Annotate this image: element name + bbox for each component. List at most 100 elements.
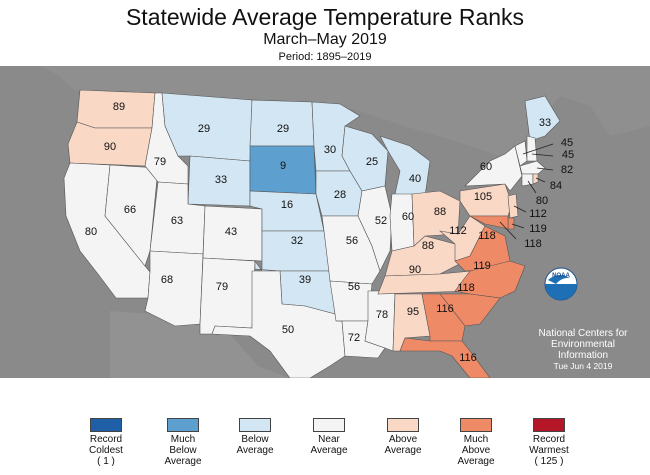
legend-label-below: Below Average — [236, 434, 274, 456]
rank-label-vt: 45 — [561, 137, 573, 149]
state-fl[interactable] — [399, 337, 491, 378]
rank-label-id: 79 — [154, 156, 166, 168]
rank-label-wa: 89 — [113, 101, 125, 113]
legend-label-record-warmest: Record Warmest( 125 ) — [529, 434, 569, 467]
rank-label-ne: 16 — [281, 199, 293, 211]
legend-swatch-above — [387, 418, 419, 432]
legend-much-below: Much Below Average — [143, 418, 223, 467]
state-nh[interactable] — [526, 135, 538, 162]
state-ms[interactable] — [364, 290, 396, 352]
rank-label-ny: 60 — [480, 161, 492, 173]
rank-label-oh: 88 — [434, 206, 446, 218]
rank-label-ms: 78 — [376, 309, 388, 321]
legend-label-record-coldest: Record Coldest( 1 ) — [89, 434, 123, 467]
rank-label-ga: 116 — [436, 303, 454, 315]
rank-label-ia: 28 — [334, 189, 346, 201]
noaa-logo-text: NOAA — [552, 273, 570, 279]
rank-label-mo: 56 — [346, 235, 358, 247]
state-me[interactable] — [524, 95, 561, 142]
rank-label-in: 60 — [402, 211, 414, 223]
legend-label-near: Near Average — [310, 434, 348, 456]
legend-swatch-much-above — [460, 418, 492, 432]
us-map-svg: 89 90 80 66 79 29 33 63 68 43 79 29 9 16… — [40, 66, 650, 378]
rank-label-tx: 50 — [282, 324, 294, 336]
rank-label-ks: 32 — [291, 235, 303, 247]
rank-label-wy: 33 — [215, 174, 227, 186]
state-il[interactable] — [357, 185, 393, 272]
rank-label-ct: 80 — [536, 195, 548, 207]
rank-label-ut: 63 — [171, 215, 183, 227]
rank-label-ky: 88 — [422, 240, 434, 252]
legend-record-warmest: Record Warmest( 125 ) — [509, 418, 589, 467]
rank-label-pa: 105 — [474, 191, 492, 203]
legend-label-much-above: Much Above Average — [457, 434, 495, 467]
rank-label-az: 68 — [161, 274, 173, 286]
state-ri[interactable] — [532, 173, 539, 185]
credit-line-3: Information — [557, 350, 609, 361]
rank-label-mn: 30 — [324, 144, 336, 156]
legend-swatch-record-coldest — [90, 418, 122, 432]
rank-label-ok: 39 — [299, 274, 311, 286]
rank-label-md: 118 — [524, 238, 542, 250]
rank-label-mi: 40 — [409, 173, 421, 185]
leader-vt — [522, 143, 554, 155]
map-period: Period: 1895–2019 — [278, 51, 372, 63]
rank-label-nm: 79 — [216, 281, 228, 293]
leader-de — [511, 223, 525, 229]
legend-label-above: Above Average — [384, 434, 422, 456]
rank-label-or: 90 — [104, 141, 116, 153]
rank-label-ma: 82 — [561, 164, 573, 176]
state-va[interactable] — [454, 225, 511, 272]
state-ct[interactable] — [521, 173, 534, 187]
state-mi[interactable] — [379, 135, 431, 197]
mexico-landmass — [110, 311, 290, 378]
leader-nh — [531, 153, 554, 157]
credit-line-2: Environmental — [551, 339, 615, 350]
rank-label-fl: 116 — [459, 352, 477, 364]
legend-much-above: Much Above Average — [436, 418, 516, 467]
leader-ma — [536, 167, 554, 171]
rank-label-va: 118 — [478, 230, 496, 242]
us-map: 89 90 80 66 79 29 33 63 68 43 79 29 9 16… — [0, 66, 650, 378]
rank-label-wi: 25 — [366, 156, 378, 168]
state-md[interactable] — [469, 215, 509, 230]
leader-ri — [535, 177, 546, 183]
rank-label-nd: 29 — [277, 123, 289, 135]
credit-date: Tue Jun 4 2019 — [553, 361, 613, 371]
rank-label-sd: 9 — [280, 160, 286, 172]
rank-label-il: 52 — [375, 215, 387, 227]
legend: Record Coldest( 1 ) Much Below Average Belo… — [0, 378, 650, 475]
rank-label-mt: 29 — [198, 123, 210, 135]
state-ma[interactable] — [519, 160, 546, 175]
leader-nj — [513, 205, 527, 213]
credit-line-1: National Centers for — [538, 328, 628, 339]
map-subtitle: March–May 2019 — [263, 31, 387, 48]
rank-label-nc: 119 — [473, 260, 491, 272]
legend-record-coldest: Record Coldest( 1 ) — [66, 418, 146, 467]
legend-swatch-much-below — [167, 418, 199, 432]
rank-label-nv: 66 — [124, 204, 136, 216]
rank-label-co: 43 — [225, 226, 237, 238]
state-tx[interactable] — [211, 270, 346, 378]
leader-lines — [499, 143, 554, 240]
state-az[interactable] — [144, 250, 204, 327]
states-layer — [63, 89, 561, 378]
leader-md — [499, 221, 517, 240]
rank-label-ca: 80 — [85, 226, 97, 238]
rank-label-me: 33 — [539, 117, 551, 129]
rank-label-la: 72 — [348, 332, 360, 344]
legend-below: Below Average — [215, 418, 295, 456]
state-nm[interactable] — [199, 257, 256, 335]
ncei-credit: National Centers for Environmental Infor… — [522, 328, 644, 372]
rank-label-sc: 118 — [457, 282, 475, 294]
state-de[interactable] — [507, 217, 515, 230]
rank-label-al: 95 — [407, 306, 419, 318]
rank-label-ri: 84 — [550, 180, 562, 192]
rank-label-wv: 112 — [449, 225, 467, 237]
state-nj[interactable] — [507, 193, 519, 219]
noaa-logo[interactable]: NOAA — [544, 267, 578, 301]
rank-label-tn: 90 — [409, 264, 421, 276]
canada-landmass — [40, 66, 650, 156]
rank-labels: 89 90 80 66 79 29 33 63 68 43 79 29 9 16… — [85, 101, 574, 364]
state-nc[interactable] — [454, 260, 526, 299]
